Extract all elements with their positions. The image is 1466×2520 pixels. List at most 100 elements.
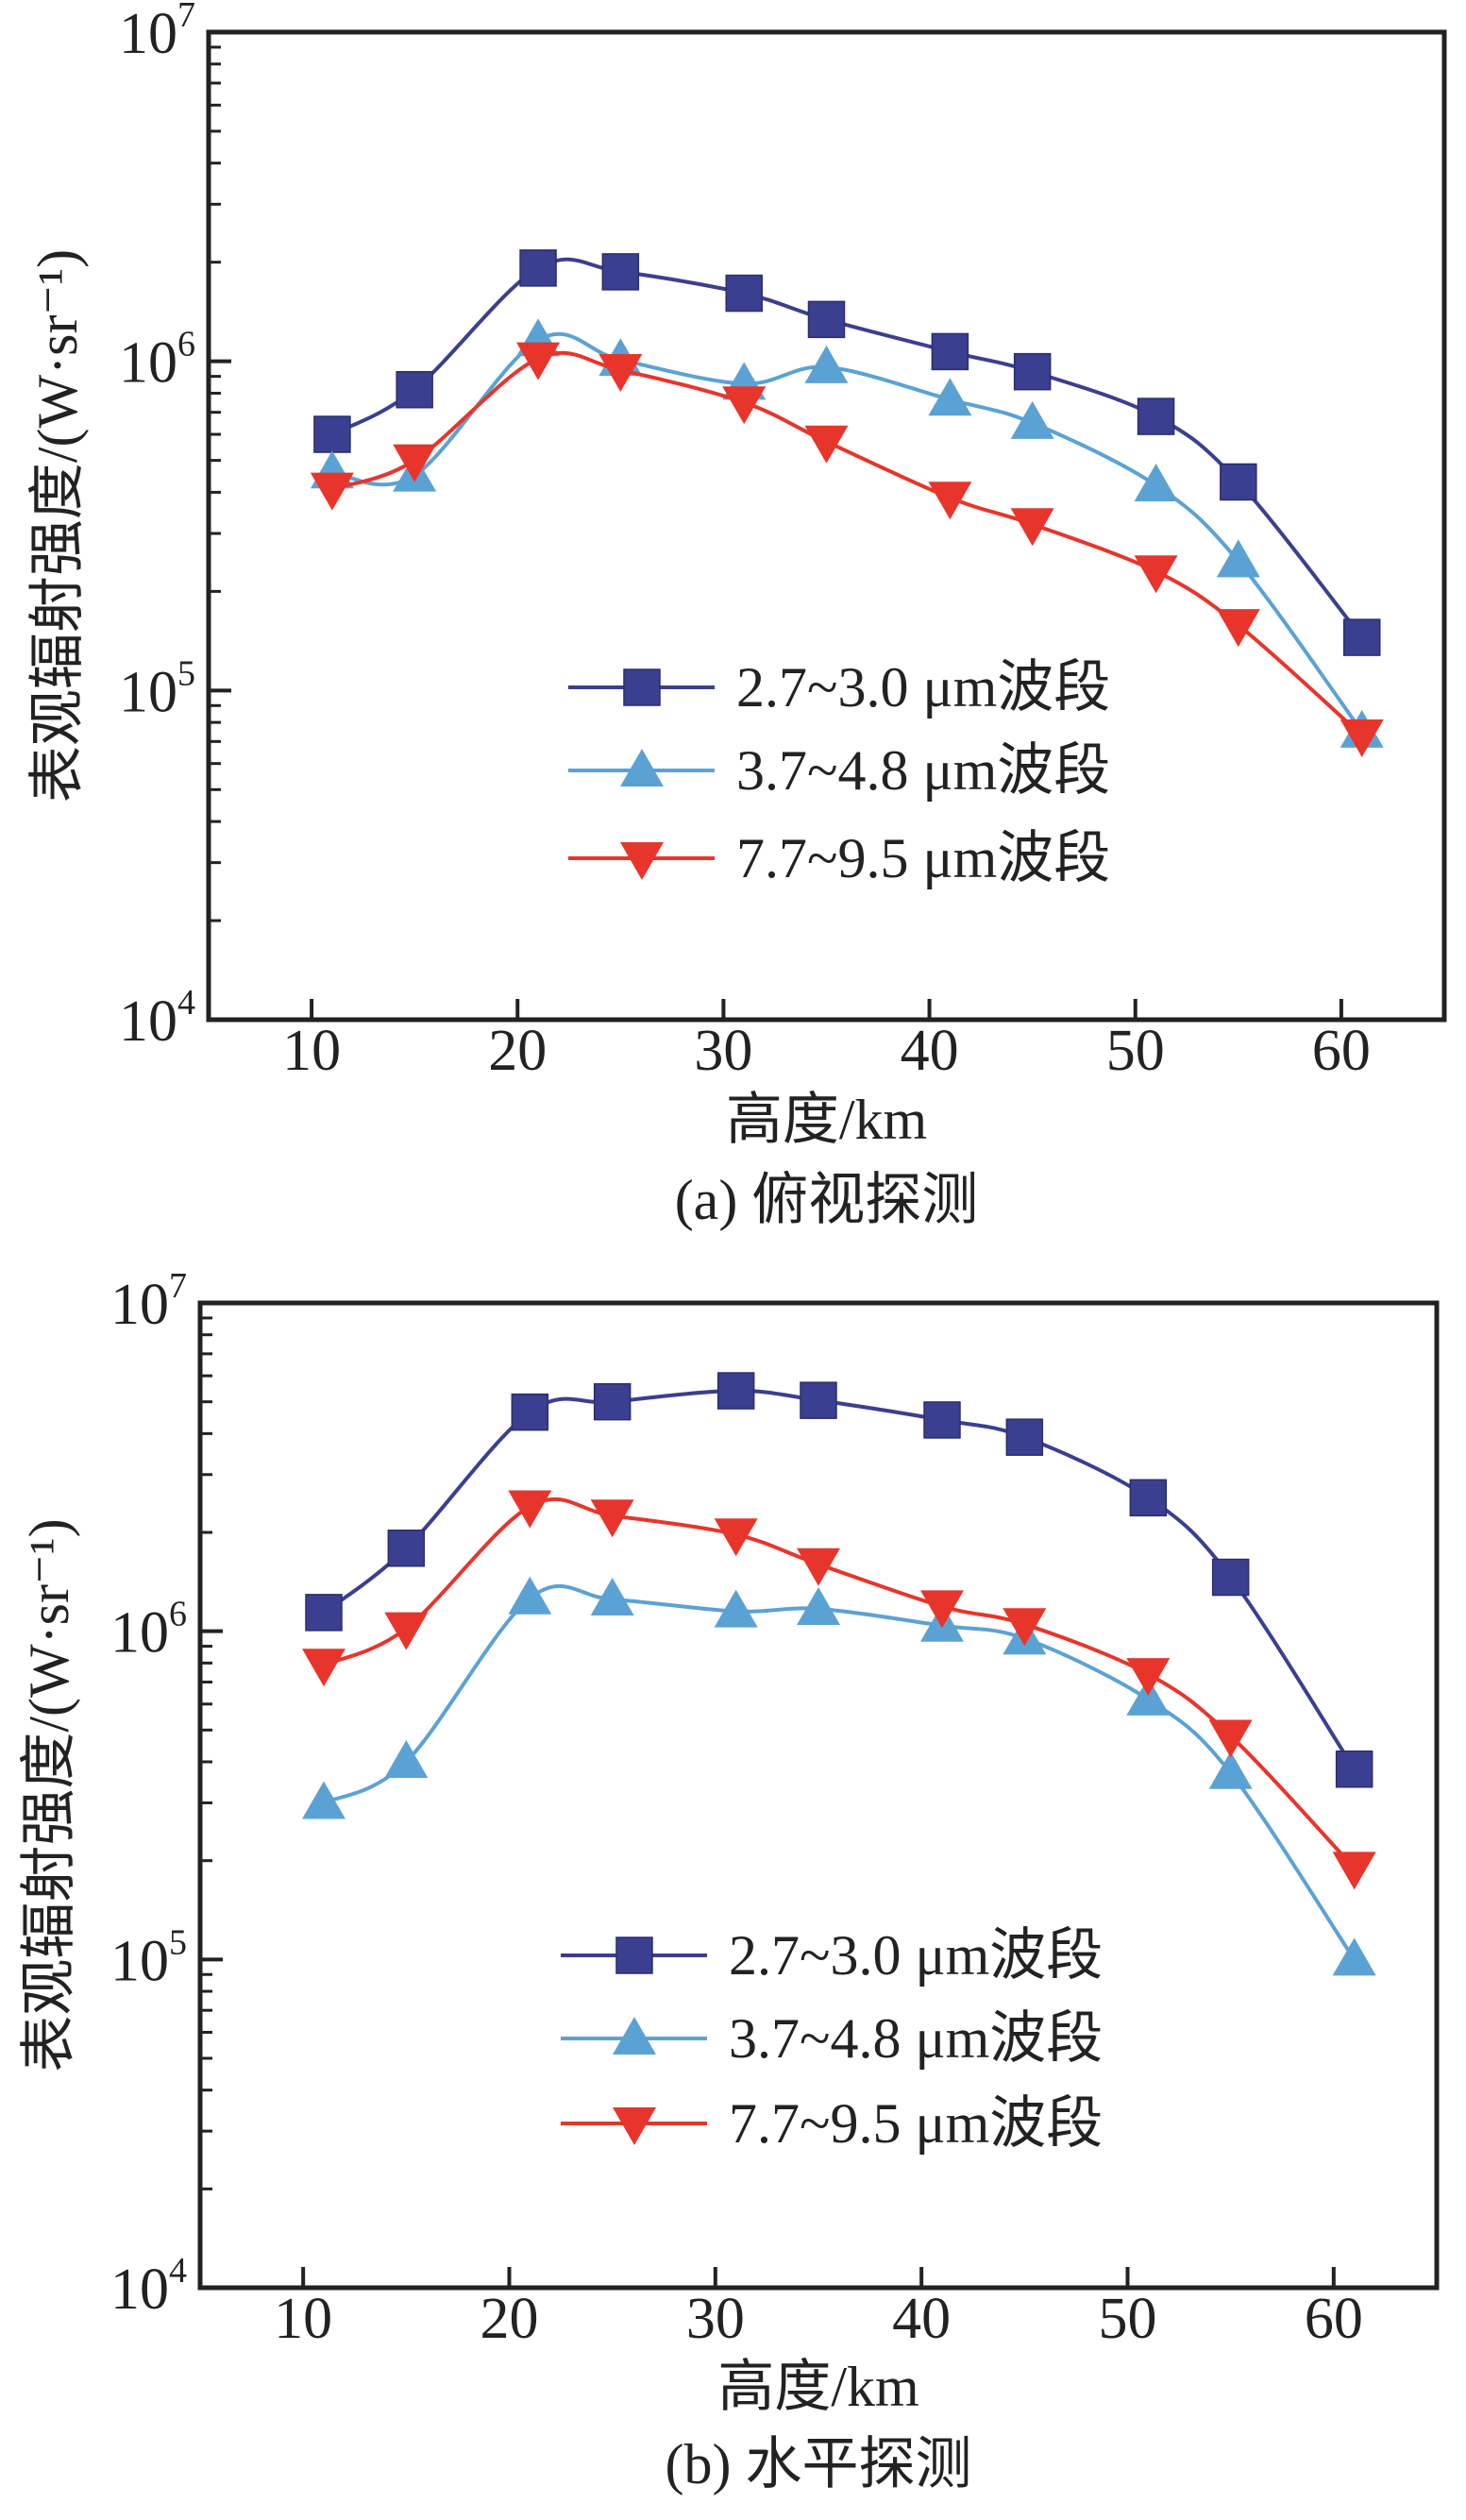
y-tick-label: 107: [119, 0, 195, 66]
triangle-down-marker: [1003, 1608, 1047, 1647]
plot-frame: [206, 29, 1447, 1023]
triangle-down-marker: [620, 842, 664, 880]
series-0: [313, 249, 1381, 656]
triangle-up-marker: [1010, 400, 1054, 439]
triangle-up-marker: [1208, 1750, 1253, 1789]
y-tick-base: 10: [119, 989, 177, 1054]
y-tick-base: 10: [110, 1273, 169, 1337]
x-tick-label: 40: [892, 2287, 951, 2351]
y-tick-base: 10: [119, 331, 177, 396]
y-tick-base: 10: [119, 2, 177, 66]
figure-caption: (b) 水平探测: [666, 2433, 972, 2495]
triangle-down-marker: [1340, 719, 1384, 757]
square-marker: [725, 274, 763, 313]
triangle-up-marker: [620, 749, 664, 786]
chart-b: 10 20 30 40 50 60104105106107高度/km表观辐射强度/(W·s…: [18, 1266, 1440, 2495]
x-tick-label: 50: [1099, 2287, 1157, 2351]
triangle-up-marker: [1332, 1937, 1376, 1976]
square-marker: [931, 332, 969, 371]
square-marker: [1013, 352, 1052, 391]
legend-item: 3.7~4.8 μm波段: [568, 739, 1110, 802]
square-marker: [313, 415, 351, 453]
series-line: [322, 1389, 1356, 1770]
triangle-down-marker: [310, 472, 354, 511]
square-marker: [716, 1372, 755, 1410]
x-axis-label: 高度/km: [726, 1089, 927, 1151]
y-tick-exponent: 4: [169, 2251, 187, 2291]
triangle-up-marker: [1134, 464, 1178, 502]
y-axis-label: 表观辐射强度/(W·sr⁻¹): [26, 249, 89, 803]
series-0: [305, 1372, 1373, 1788]
legend-item: 2.7~3.0 μm波段: [561, 1924, 1103, 1987]
y-tick-exponent: 5: [177, 653, 195, 693]
series-line: [330, 257, 1364, 639]
triangle-up-marker: [508, 1576, 552, 1615]
triangle-down-marker: [384, 1612, 429, 1650]
triangle-up-marker: [804, 345, 849, 383]
series-2: [310, 342, 1384, 757]
triangle-down-marker: [714, 1518, 758, 1557]
triangle-up-marker: [590, 1577, 634, 1615]
triangle-up-marker: [384, 1740, 429, 1779]
legend-label: 2.7~3.0 μm波段: [736, 656, 1110, 719]
square-marker: [800, 1381, 837, 1419]
triangle-down-marker: [613, 2107, 656, 2145]
x-tick-label: 40: [901, 1019, 959, 1083]
y-tick-exponent: 7: [177, 0, 195, 35]
x-tick-label: 30: [686, 2287, 745, 2351]
square-marker: [1220, 463, 1257, 501]
x-tick-label: 60: [1312, 1019, 1371, 1083]
y-tick-base: 10: [110, 1929, 169, 1993]
square-marker: [387, 1530, 426, 1567]
legend-label: 3.7~4.8 μm波段: [736, 739, 1110, 802]
triangle-up-marker: [714, 1589, 758, 1628]
x-tick-label: 60: [1305, 2287, 1363, 2351]
triangle-down-marker: [1134, 555, 1178, 594]
square-marker: [807, 300, 846, 339]
square-marker: [1211, 1558, 1250, 1597]
square-marker: [396, 370, 433, 409]
square-marker: [923, 1401, 961, 1439]
series-1: [302, 1576, 1376, 1976]
triangle-down-marker: [722, 386, 767, 425]
square-marker: [305, 1594, 343, 1632]
x-tick-label: 10: [282, 1019, 341, 1083]
square-marker: [1342, 618, 1381, 656]
legend-label: 7.7~9.5 μm波段: [729, 2092, 1103, 2155]
square-marker: [615, 1937, 653, 1974]
triangle-up-marker: [1216, 539, 1260, 578]
y-tick-exponent: 6: [177, 325, 195, 364]
triangle-down-marker: [1010, 508, 1054, 547]
triangle-down-marker: [1208, 1719, 1253, 1758]
y-tick-label: 107: [110, 1266, 187, 1337]
y-tick-exponent: 4: [177, 983, 195, 1023]
legend-label: 2.7~3.0 μm波段: [729, 1924, 1103, 1987]
x-tick-label: 30: [694, 1019, 752, 1083]
y-tick-label: 105: [110, 1922, 187, 1993]
x-tick-label: 10: [274, 2287, 332, 2351]
triangle-down-marker: [508, 1490, 552, 1529]
y-tick-label: 104: [110, 2251, 187, 2322]
y-tick-label: 106: [110, 1595, 187, 1666]
square-marker: [601, 253, 640, 291]
square-marker: [511, 1393, 549, 1431]
triangle-down-marker: [928, 482, 972, 520]
legend-item: 7.7~9.5 μm波段: [568, 827, 1110, 889]
x-tick-label: 50: [1106, 1019, 1165, 1083]
square-marker: [1005, 1418, 1044, 1456]
y-tick-base: 10: [119, 660, 177, 724]
y-tick-base: 10: [110, 2258, 169, 2322]
y-tick-label: 104: [119, 983, 195, 1054]
y-tick-label: 106: [119, 325, 195, 396]
series-line: [323, 1497, 1356, 1869]
triangle-down-marker: [1332, 1852, 1376, 1890]
x-axis-label: 高度/km: [717, 2356, 918, 2418]
triangle-down-marker: [598, 354, 643, 393]
x-tick-label: 20: [480, 2287, 539, 2351]
square-marker: [1335, 1750, 1373, 1788]
y-tick-base: 10: [110, 1601, 169, 1666]
triangle-down-marker: [1216, 609, 1260, 648]
triangle-down-marker: [1126, 1658, 1171, 1697]
triangle-up-marker: [797, 1586, 840, 1625]
